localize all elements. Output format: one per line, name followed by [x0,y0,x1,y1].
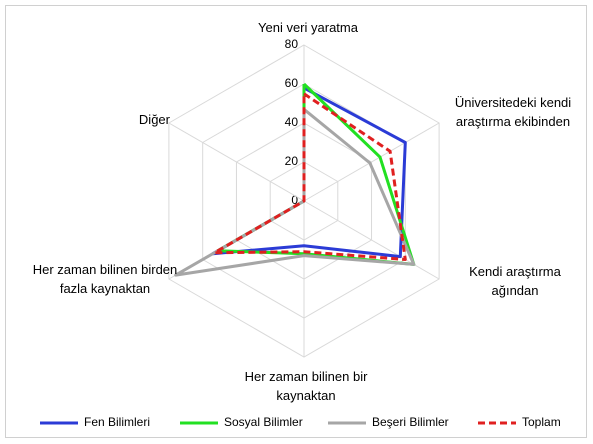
legend-label: Toplam [522,415,561,429]
category-label: Diğer [138,112,170,127]
spoke [168,122,305,202]
r-tick-label: 60 [285,76,299,90]
legend-label: Beşeri Bilimler [372,415,449,429]
r-tick-label: 80 [285,37,299,51]
legend-label: Fen Bilimleri [84,415,150,429]
legend-label: Sosyal Bilimler [224,415,303,429]
category-label: Her zaman bilinen bir kaynaktan [244,369,368,403]
spoke [303,122,440,202]
spoke [303,200,440,280]
r-tick-label: 40 [285,115,299,129]
category-label: Kendi araştırma ağından [469,264,561,298]
series-line [216,82,416,266]
r-tick-label: 0 [291,193,298,207]
category-label: Üniversitedeki kendi araştırma ekibinden [454,95,572,129]
category-label: Yeni veri yaratma [258,20,358,35]
series-line [213,92,407,261]
r-tick-label: 20 [285,154,299,168]
chart-frame [5,5,587,438]
category-label: Her zaman bilinen birden fazla kaynaktan [32,262,178,296]
